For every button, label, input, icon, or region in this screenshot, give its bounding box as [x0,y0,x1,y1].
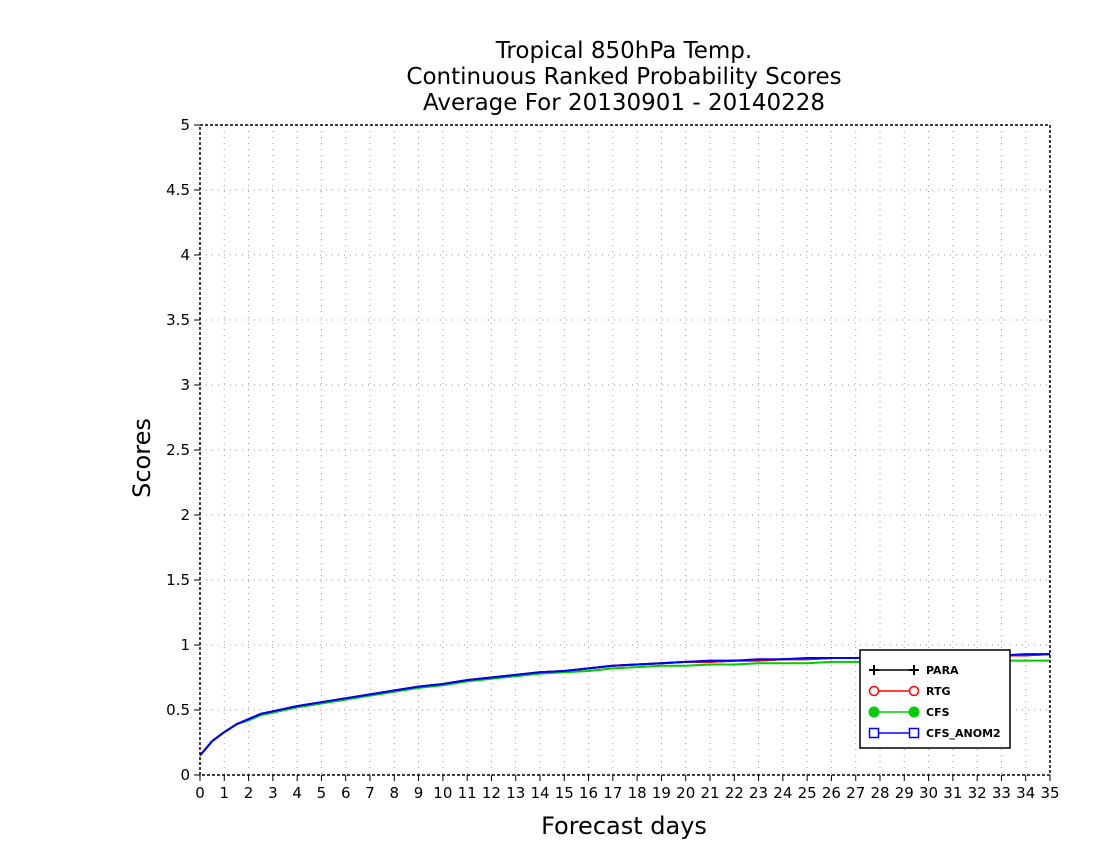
x-tick-label: 6 [341,784,351,802]
y-tick-label: 5 [180,116,190,134]
x-tick-label: 33 [992,784,1011,802]
axes: 0 1 2 3 4 5 6 7 8 9 10 11 12 13 14 15 16 17 18 19 20 21 22 23 24… [166,116,1059,802]
legend-marker-circle [868,685,880,697]
y-tick-label: 3.5 [166,311,190,329]
x-tick-label: 11 [458,784,477,802]
x-tick-label: 26 [822,784,841,802]
x-tick-label: 23 [749,784,768,802]
y-tick-label: 4 [180,246,190,264]
legend-marker-dot [868,706,880,718]
x-tick-label: 3 [268,784,278,802]
x-tick-label: 14 [530,784,549,802]
chart-title-line-3: Average For 20130901 - 20140228 [423,90,825,116]
x-tick-label: 17 [603,784,622,802]
x-tick-label: 35 [1040,784,1059,802]
x-tick-label: 9 [414,784,424,802]
legend-label-para: PARA [926,664,959,677]
y-tick-label: 0.5 [166,701,190,719]
x-tick-label: 2 [244,784,254,802]
x-tick-label: 29 [895,784,914,802]
x-tick-label: 32 [968,784,987,802]
x-tick-label: 24 [773,784,792,802]
x-tick-label: 22 [725,784,744,802]
x-tick-label: 30 [919,784,938,802]
x-tick-label: 28 [870,784,889,802]
x-tick-label: 0 [195,784,205,802]
legend-marker-plus [909,665,919,675]
x-tick-label: 13 [506,784,525,802]
x-tick-label: 18 [628,784,647,802]
y-tick-label: 4.5 [166,181,190,199]
x-tick-label: 16 [579,784,598,802]
y-tick-label: 0 [180,766,190,784]
legend-marker-dot [908,706,920,718]
chart-title-line-2: Continuous Ranked Probability Scores [406,64,841,90]
y-tick-label: 2.5 [166,441,190,459]
x-tick-label: 8 [390,784,400,802]
legend: PARA RTG CFS CFS_ANOM2 [859,649,1011,749]
x-tick-label: 27 [846,784,865,802]
y-tick-label: 1 [180,636,190,654]
y-tick-label: 1.5 [166,571,190,589]
y-tick-label: 2 [180,506,190,524]
x-tick-label: 21 [700,784,719,802]
y-tick-label: 3 [180,376,190,394]
legend-marker-plus [869,665,879,675]
chart-title: Tropical 850hPa Temp. Continuous Ranked … [406,38,841,116]
x-tick-label: 20 [676,784,695,802]
x-tick-label: 7 [365,784,375,802]
x-tick-label: 5 [317,784,327,802]
x-tick-label: 1 [220,784,230,802]
chart-title-line-1: Tropical 850hPa Temp. [495,38,752,64]
legend-label-cfs-anom2: CFS_ANOM2 [926,727,1001,740]
y-axis-label: Scores [128,418,156,498]
x-tick-label: 34 [1016,784,1035,802]
legend-marker-square [868,727,880,739]
x-tick-label: 12 [482,784,501,802]
x-tick-label: 10 [433,784,452,802]
x-tick-label: 31 [943,784,962,802]
x-tick-label: 25 [798,784,817,802]
x-tick-label: 19 [652,784,671,802]
x-tick-label: 4 [292,784,302,802]
x-tick-label: 15 [555,784,574,802]
legend-marker-square [908,727,920,739]
legend-label-rtg: RTG [926,685,951,698]
legend-box [859,649,1011,749]
legend-marker-circle [908,685,920,697]
x-axis-label: Forecast days [541,812,707,840]
legend-label-cfs: CFS [926,706,950,719]
